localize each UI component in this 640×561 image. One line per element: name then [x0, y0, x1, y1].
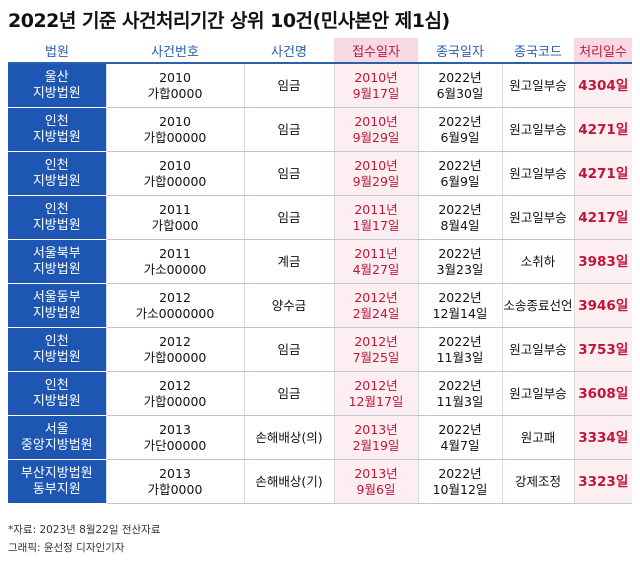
case-number-cell: 2012 가합00000: [105, 327, 244, 372]
received-date-cell: 2012년 12월17일: [333, 371, 418, 416]
table-row: 인천 지방법원 2010 가합00000 임금 2010년 9월29일 2022년 6월…: [8, 151, 632, 196]
header-case-name: 사건명: [244, 38, 334, 64]
table-row: 서울동부 지방법원 2012 가소0000000 양수금 2012년 2월24일 202…: [8, 283, 632, 328]
case-name-cell: 임금: [243, 195, 334, 240]
closing-code-cell: 원고일부승: [501, 195, 574, 240]
closing-code-cell: 소취하: [501, 239, 574, 284]
court-cell: 인천 지방법원: [8, 327, 106, 372]
court-cell: 울산 지방법원: [8, 63, 106, 108]
case-number-cell: 2011 가합000: [105, 195, 244, 240]
closing-code-cell: 원고일부승: [501, 327, 574, 372]
processing-days-cell: 3946일: [573, 283, 632, 328]
header-processing-days: 처리일수: [574, 38, 632, 64]
header-court: 법원: [8, 38, 106, 64]
processing-days-cell: 4271일: [573, 151, 632, 196]
court-cell: 인천 지방법원: [8, 195, 106, 240]
closed-date-cell: 2022년 12월14일: [417, 283, 502, 328]
court-cell: 서울북부 지방법원: [8, 239, 106, 284]
case-number-cell: 2010 가합00000: [105, 107, 244, 152]
received-date-cell: 2013년 9월6일: [333, 459, 418, 504]
table-row: 울산 지방법원 2010 가합0000 임금 2010년 9월17일 2022년 6월3…: [8, 63, 632, 108]
closing-code-cell: 원고패: [501, 415, 574, 460]
received-date-cell: 2010년 9월29일: [333, 107, 418, 152]
processing-days-cell: 3334일: [573, 415, 632, 460]
court-cell: 서울 중앙지방법원: [8, 415, 106, 460]
table-row: 인천 지방법원 2012 가합00000 임금 2012년 12월17일 2022년 1…: [8, 371, 632, 416]
source-note: *자료: 2023년 8월22일 전산자료: [8, 524, 161, 536]
case-name-cell: 손해배상(기): [243, 459, 334, 504]
received-date-cell: 2010년 9월29일: [333, 151, 418, 196]
header-closing-code: 종국코드: [502, 38, 574, 64]
court-cell: 인천 지방법원: [8, 371, 106, 416]
processing-days-cell: 4304일: [573, 63, 632, 108]
table-row: 부산지방법원 동부지원 2013 가합0000 손해배상(기) 2013년 9월6일 2…: [8, 459, 632, 504]
case-name-cell: 계금: [243, 239, 334, 284]
received-date-cell: 2011년 1월17일: [333, 195, 418, 240]
case-number-cell: 2010 가합0000: [105, 63, 244, 108]
received-date-cell: 2012년 2월24일: [333, 283, 418, 328]
case-number-cell: 2012 가합00000: [105, 371, 244, 416]
case-number-cell: 2013 가단00000: [105, 415, 244, 460]
closing-code-cell: 원고일부승: [501, 107, 574, 152]
table-row: 인천 지방법원 2010 가합00000 임금 2010년 9월29일 2022년 6월…: [8, 107, 632, 152]
closing-code-cell: 소송종료선언: [501, 283, 574, 328]
header-case-number: 사건번호: [106, 38, 244, 64]
closed-date-cell: 2022년 11월3일: [417, 371, 502, 416]
case-number-cell: 2011 가소00000: [105, 239, 244, 284]
received-date-cell: 2010년 9월17일: [333, 63, 418, 108]
header-closed-date: 종국일자: [418, 38, 502, 64]
case-number-cell: 2010 가합00000: [105, 151, 244, 196]
processing-days-cell: 3983일: [573, 239, 632, 284]
processing-days-cell: 3608일: [573, 371, 632, 416]
page-title: 2022년 기준 사건처리기간 상위 10건(민사본안 제1심): [8, 10, 450, 32]
closing-code-cell: 원고일부승: [501, 371, 574, 416]
closed-date-cell: 2022년 6월9일: [417, 151, 502, 196]
closed-date-cell: 2022년 11월3일: [417, 327, 502, 372]
case-name-cell: 임금: [243, 151, 334, 196]
closing-code-cell: 강제조정: [501, 459, 574, 504]
case-number-cell: 2013 가합0000: [105, 459, 244, 504]
case-name-cell: 임금: [243, 107, 334, 152]
closed-date-cell: 2022년 4월7일: [417, 415, 502, 460]
table-row: 인천 지방법원 2011 가합000 임금 2011년 1월17일 2022년 8월4일…: [8, 195, 632, 240]
court-cell: 부산지방법원 동부지원: [8, 459, 106, 504]
closed-date-cell: 2022년 8월4일: [417, 195, 502, 240]
processing-days-cell: 3753일: [573, 327, 632, 372]
processing-days-cell: 4217일: [573, 195, 632, 240]
court-cell: 서울동부 지방법원: [8, 283, 106, 328]
received-date-cell: 2011년 4월27일: [333, 239, 418, 284]
received-date-cell: 2013년 2월19일: [333, 415, 418, 460]
processing-days-cell: 4271일: [573, 107, 632, 152]
header-received-date: 접수일자: [334, 38, 418, 64]
case-name-cell: 임금: [243, 327, 334, 372]
closed-date-cell: 2022년 10월12일: [417, 459, 502, 504]
table-row: 인천 지방법원 2012 가합00000 임금 2012년 7월25일 2022년 11…: [8, 327, 632, 372]
header-row: 법원 사건번호 사건명 접수일자 종국일자 종국코드 처리일수: [8, 38, 632, 64]
closed-date-cell: 2022년 6월9일: [417, 107, 502, 152]
received-date-cell: 2012년 7월25일: [333, 327, 418, 372]
case-name-cell: 임금: [243, 63, 334, 108]
court-cell: 인천 지방법원: [8, 151, 106, 196]
graphic-credit: 그래픽: 윤선정 디자인기자: [8, 542, 125, 554]
case-number-cell: 2012 가소0000000: [105, 283, 244, 328]
closing-code-cell: 원고일부승: [501, 63, 574, 108]
table-row: 서울북부 지방법원 2011 가소00000 계금 2011년 4월27일 2022년 …: [8, 239, 632, 284]
closing-code-cell: 원고일부승: [501, 151, 574, 196]
processing-days-cell: 3323일: [573, 459, 632, 504]
table-row: 서울 중앙지방법원 2013 가단00000 손해배상(의) 2013년 2월19일 2…: [8, 415, 632, 460]
case-name-cell: 양수금: [243, 283, 334, 328]
closed-date-cell: 2022년 6월30일: [417, 63, 502, 108]
case-table: 법원 사건번호 사건명 접수일자 종국일자 종국코드 처리일수 울산 지방법원 2…: [8, 38, 632, 504]
closed-date-cell: 2022년 3월23일: [417, 239, 502, 284]
court-cell: 인천 지방법원: [8, 107, 106, 152]
case-name-cell: 손해배상(의): [243, 415, 334, 460]
case-name-cell: 임금: [243, 371, 334, 416]
